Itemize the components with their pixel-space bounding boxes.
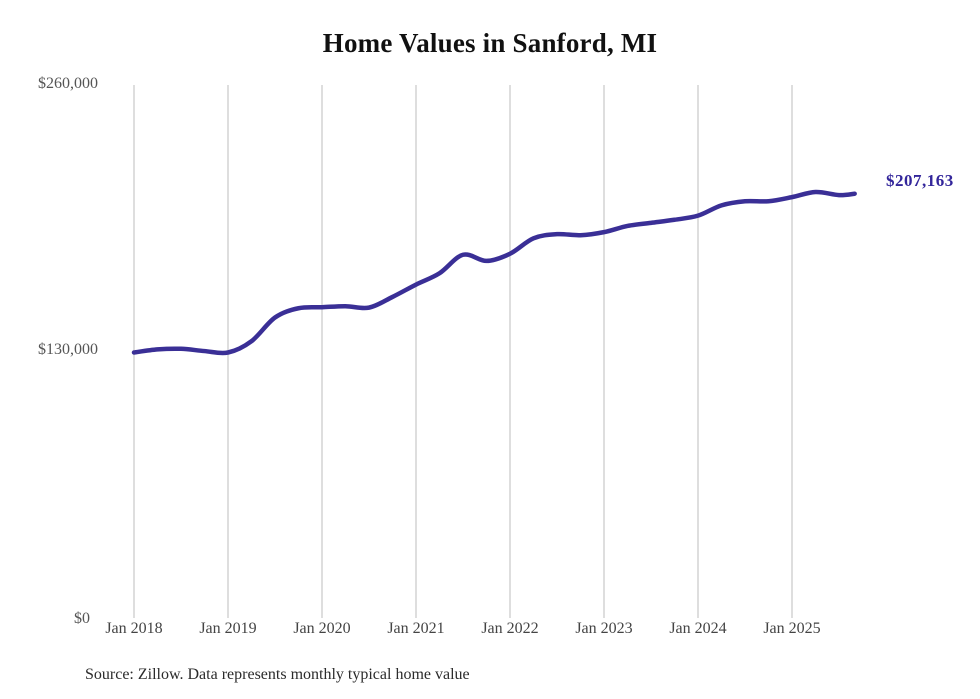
x-axis-tick-label: Jan 2022: [481, 620, 539, 637]
x-axis-tick-label: Jan 2020: [293, 620, 351, 637]
x-axis-tick-label: Jan 2021: [387, 620, 445, 637]
y-axis-tick-top: $260,000: [38, 75, 98, 92]
y-axis-tick-mid: $130,000: [38, 341, 98, 358]
x-axis-tick-label: Jan 2019: [199, 620, 257, 637]
x-axis-tick-label: Jan 2018: [105, 620, 163, 637]
end-value-label: $207,163: [886, 171, 954, 190]
y-axis-tick-bottom: $0: [74, 610, 90, 627]
value-line-path: [131, 189, 857, 356]
x-axis-tick-label: Jan 2025: [763, 620, 821, 637]
page-title: Home Values in Sanford, MI: [322, 28, 658, 58]
x-axis-tick-label: Jan 2023: [575, 620, 633, 637]
x-axis-tick-label: Jan 2024: [669, 620, 727, 637]
source-note: Source: Zillow. Data represents monthly …: [85, 666, 470, 683]
